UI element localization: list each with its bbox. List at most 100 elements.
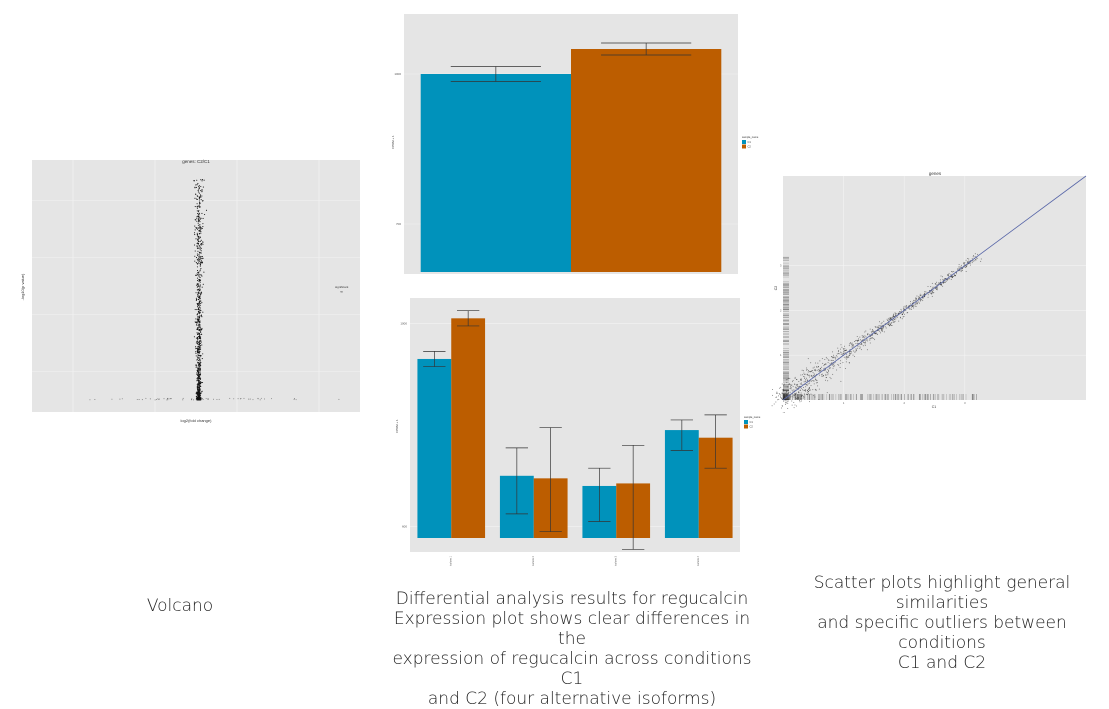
scatter-point <box>890 318 891 319</box>
volcano-point <box>208 398 209 399</box>
volcano-point <box>199 310 200 311</box>
volcano-point <box>111 399 112 400</box>
volcano-point <box>196 199 197 200</box>
volcano-point <box>199 325 200 326</box>
scatter-point <box>942 279 943 280</box>
scatter-point <box>973 256 974 257</box>
scatter-point <box>857 341 858 342</box>
volcano-point <box>199 256 200 257</box>
scatter-point <box>938 282 939 283</box>
scatter-point <box>851 353 852 354</box>
volcano-point <box>200 247 201 248</box>
volcano-point <box>199 199 200 200</box>
scatter-point <box>836 355 837 356</box>
scatter-point <box>784 396 785 397</box>
volcano-point <box>201 344 202 345</box>
scatter-point <box>828 362 829 363</box>
scatter-point <box>964 263 965 264</box>
scatter-point <box>968 259 969 260</box>
volcano-point <box>201 302 202 303</box>
scatter-point <box>792 390 793 391</box>
scatter-point <box>897 317 898 318</box>
scatter-point <box>801 388 802 389</box>
volcano-point <box>198 330 199 331</box>
volcano-point <box>200 274 201 275</box>
volcano-point <box>194 198 195 199</box>
scatter-point <box>795 397 796 398</box>
scatter-x-label: C1 <box>932 405 937 409</box>
volcano-point <box>171 398 172 399</box>
scatter-y-ticks: 123 <box>780 264 782 358</box>
scatter-point <box>885 326 886 327</box>
volcano-point <box>200 355 201 356</box>
scatter-point <box>973 255 974 256</box>
volcano-point <box>199 228 200 229</box>
volcano-point <box>198 342 199 343</box>
scatter-point <box>849 345 850 346</box>
scatter-point <box>867 349 868 350</box>
scatter-point <box>884 331 885 332</box>
volcano-point <box>202 241 203 242</box>
volcano-point <box>200 197 201 198</box>
volcano-point <box>166 399 167 400</box>
scatter-point <box>888 318 889 319</box>
scatter-point <box>786 403 787 404</box>
scatter-point <box>781 407 782 408</box>
volcano-point <box>206 210 207 211</box>
volcano-point <box>200 312 201 313</box>
volcano-point <box>195 348 196 349</box>
volcano-point <box>167 399 168 400</box>
scatter-point <box>817 385 818 386</box>
volcano-point <box>196 325 197 326</box>
scatter-point <box>970 263 971 264</box>
volcano-point <box>200 301 201 302</box>
volcano-point <box>164 398 165 399</box>
scatter-point <box>833 368 834 369</box>
volcano-point <box>198 258 199 259</box>
scatter-point <box>816 367 817 368</box>
volcano-point <box>199 316 200 317</box>
scatter-point <box>860 347 861 348</box>
scatter-point <box>786 379 787 380</box>
scatter-point <box>823 375 824 376</box>
volcano-point <box>200 231 201 232</box>
scatter-point <box>844 348 845 349</box>
volcano-point <box>197 343 198 344</box>
scatter-point <box>928 294 929 295</box>
isoform-bar-x-tick: isoform 1 <box>449 555 452 566</box>
scatter-point <box>935 284 936 285</box>
volcano-point <box>137 399 138 400</box>
scatter-point <box>805 374 806 375</box>
volcano-point <box>208 399 209 400</box>
scatter-point <box>917 304 918 305</box>
volcano-point <box>197 371 198 372</box>
scatter-point <box>863 345 864 346</box>
volcano-point <box>197 367 198 368</box>
scatter-point <box>830 377 831 378</box>
scatter-point <box>854 341 855 342</box>
volcano-point <box>198 283 199 284</box>
scatter-point <box>799 401 800 402</box>
scatter-point <box>963 262 964 263</box>
volcano-point <box>200 190 201 191</box>
volcano-point <box>198 348 199 349</box>
volcano-point <box>200 219 201 220</box>
scatter-point <box>840 349 841 350</box>
volcano-point <box>202 256 203 257</box>
scatter-point <box>818 366 819 367</box>
scatter-point <box>822 374 823 375</box>
scatter-point <box>886 328 887 329</box>
scatter-point <box>779 394 780 395</box>
volcano-point <box>200 196 201 197</box>
isoform-bar-legend-key <box>744 420 748 424</box>
scatter-point <box>811 381 812 382</box>
scatter-point <box>961 271 962 272</box>
volcano-point <box>199 276 200 277</box>
volcano-point <box>194 234 195 235</box>
scatter-point <box>831 356 832 357</box>
scatter-point <box>814 373 815 374</box>
volcano-point <box>200 294 201 295</box>
gene-bar-legend-key <box>742 140 746 144</box>
scatter-point <box>852 344 853 345</box>
scatter-point <box>942 286 943 287</box>
